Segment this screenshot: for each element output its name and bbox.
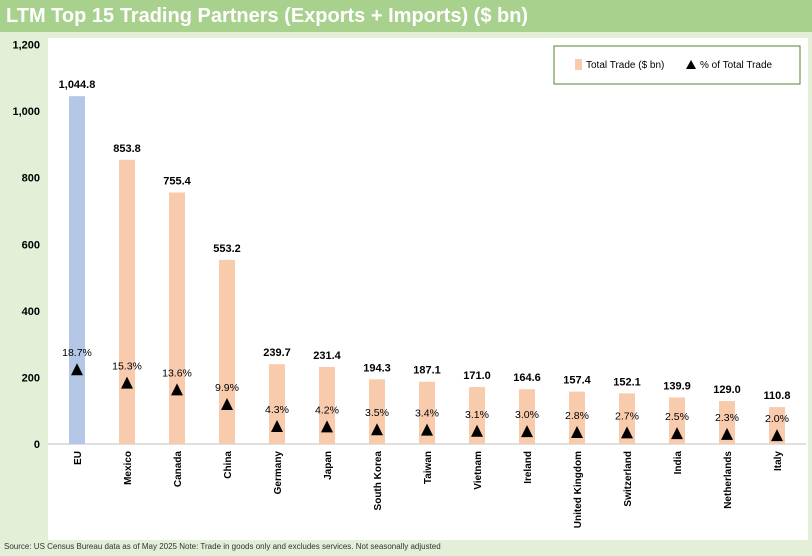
pct-value-label: 18.7% <box>62 347 92 359</box>
y-axis: 0 200 400 600 800 1,000 1,200 <box>12 40 40 452</box>
pct-marker <box>621 426 633 439</box>
pct-value-label: 15.3% <box>112 361 142 373</box>
legend: Total Trade ($ bn) % of Total Trade <box>553 45 801 85</box>
legend-swatch-total-trade <box>575 59 582 70</box>
x-tick-label: Ireland <box>523 451 534 484</box>
x-tick-label: Mexico <box>123 451 134 485</box>
pct-marker <box>421 423 433 436</box>
y-tick-label: 1,000 <box>12 106 40 118</box>
bar <box>569 391 585 444</box>
pct-value-label: 3.0% <box>515 409 539 421</box>
pct-marker <box>471 424 483 437</box>
x-tick-label: EU <box>73 451 84 465</box>
bar <box>719 401 735 444</box>
pct-value-label: 4.2% <box>315 404 339 416</box>
bar <box>119 159 135 445</box>
pct-marker <box>771 429 783 442</box>
bar-value-label: 110.8 <box>764 390 791 402</box>
x-tick-label: South Korea <box>373 451 384 511</box>
x-tick-label: Japan <box>323 451 334 480</box>
bar-value-label: 755.4 <box>163 176 191 188</box>
bar-value-label: 1,044.8 <box>59 79 96 91</box>
bar-value-label: 194.3 <box>363 362 391 374</box>
pct-value-label: 13.6% <box>162 367 192 379</box>
bar-value-label: 187.1 <box>413 365 441 377</box>
pct-value-label: 4.3% <box>265 404 289 416</box>
bar <box>219 259 235 444</box>
legend-label-pct-total-trade: % of Total Trade <box>700 60 773 71</box>
pct-marker <box>371 423 383 436</box>
y-tick-label: 200 <box>22 372 40 384</box>
pct-value-label: 3.4% <box>415 408 439 420</box>
pct-value-label: 2.7% <box>615 410 639 422</box>
bar <box>669 397 685 444</box>
pct-marker <box>121 376 133 389</box>
y-tick-label: 600 <box>22 239 40 251</box>
pct-value-label: 9.9% <box>215 382 239 394</box>
chart-svg: 0 200 400 600 800 1,000 1,200 1,044.8 18.7% 853.… <box>12 38 808 540</box>
pct-value-label: 2.0% <box>765 413 789 425</box>
chart-title: LTM Top 15 Trading Partners (Exports + I… <box>0 0 812 32</box>
pct-marker <box>521 425 533 438</box>
legend-marker-pct-icon <box>686 60 696 69</box>
pct-value-label: 2.8% <box>565 410 589 422</box>
bar <box>519 389 535 444</box>
bars: 1,044.8 18.7% 853.8 15.3% 755.4 13.6% 553.2 9.9… <box>59 79 791 445</box>
bar-value-label: 853.8 <box>113 143 141 155</box>
y-tick-label: 1,200 <box>12 40 40 52</box>
bar-value-label: 171.0 <box>463 370 491 382</box>
bar <box>769 407 785 444</box>
pct-marker <box>721 427 733 440</box>
pct-marker <box>71 363 83 376</box>
bar <box>69 96 85 444</box>
x-tick-label: Canada <box>173 451 184 488</box>
bar <box>369 379 385 444</box>
x-tick-label: Vietnam <box>473 451 484 490</box>
x-tick-label: Italy <box>773 451 784 471</box>
pct-marker <box>321 420 333 433</box>
y-tick-label: 0 <box>34 439 40 451</box>
x-tick-label: Taiwan <box>423 451 434 484</box>
pct-value-label: 2.5% <box>665 411 689 423</box>
pct-marker <box>221 397 233 410</box>
bar-value-label: 239.7 <box>263 347 291 359</box>
bar <box>469 387 485 444</box>
pct-value-label: 2.3% <box>715 412 739 424</box>
bar-value-label: 139.9 <box>663 380 691 392</box>
bar-value-label: 553.2 <box>213 243 241 255</box>
y-tick-label: 800 <box>22 173 40 185</box>
pct-marker <box>171 383 183 396</box>
bar-value-label: 129.0 <box>713 384 741 396</box>
bar <box>169 192 185 444</box>
bar <box>619 393 635 444</box>
x-tick-label: Switzerland <box>623 451 634 507</box>
pct-value-label: 3.1% <box>465 409 489 421</box>
bar-value-label: 152.1 <box>613 376 641 388</box>
bar-value-label: 231.4 <box>313 350 341 362</box>
x-tick-label: United Kingdom <box>573 451 584 528</box>
y-tick-label: 400 <box>22 306 40 318</box>
x-tick-label: Germany <box>273 451 284 495</box>
bar-value-label: 157.4 <box>563 375 591 387</box>
pct-marker <box>571 425 583 438</box>
source-note: Source: US Census Bureau data as of May … <box>4 542 441 551</box>
bar <box>319 366 335 444</box>
bar-value-label: 164.6 <box>513 372 541 384</box>
pct-value-label: 3.5% <box>365 407 389 419</box>
x-tick-label: China <box>223 451 234 479</box>
pct-marker <box>271 420 283 433</box>
x-tick-label: Netherlands <box>723 451 734 509</box>
bar <box>269 364 285 444</box>
legend-box <box>553 45 801 85</box>
pct-marker <box>671 427 683 440</box>
bar <box>419 381 435 444</box>
x-axis-labels: EU Mexico Canada China Germany Japan South Kor… <box>73 451 784 529</box>
legend-label-total-trade: Total Trade ($ bn) <box>586 60 664 71</box>
x-tick-label: India <box>673 451 684 475</box>
